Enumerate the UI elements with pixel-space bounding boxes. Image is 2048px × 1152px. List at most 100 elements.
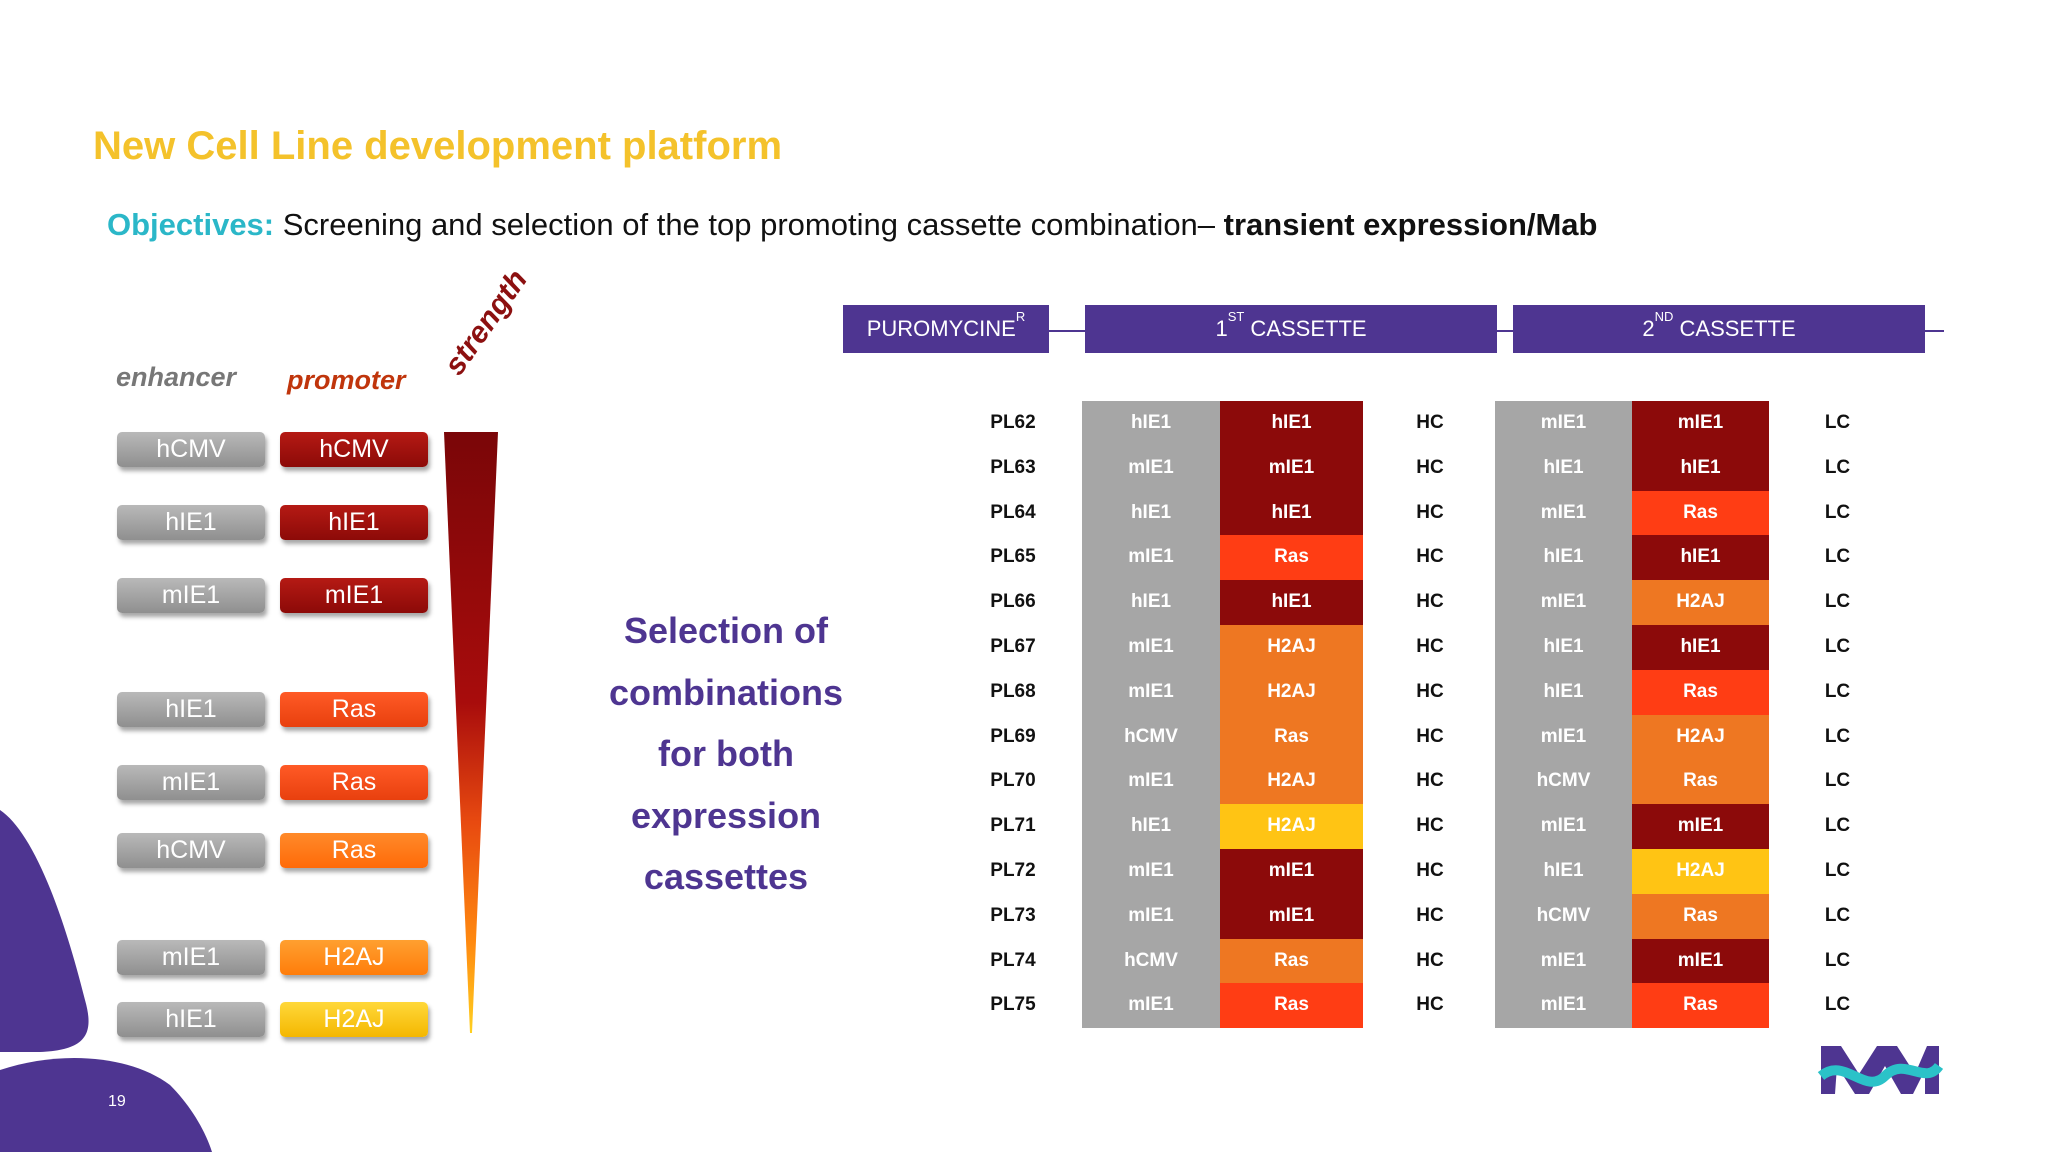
enhancer-2-cell: hIE1: [1495, 445, 1632, 491]
table-row: PL68 mIE1 H2AJ HC hIE1 Ras LC: [0, 669, 2048, 715]
promoter-pill: H2AJ: [280, 1002, 428, 1037]
table-row: PL74 hCMV Ras HC mIE1 mIE1 LC: [0, 938, 2048, 984]
cassette-1-bar: 1ST CASSETTE: [1085, 305, 1497, 353]
enhancer-1-cell: mIE1: [1082, 983, 1220, 1029]
promoter-pill: hCMV: [280, 432, 428, 467]
promoter-2-cell: Ras: [1632, 983, 1769, 1029]
plasmid-id: PL73: [990, 904, 1036, 926]
plasmid-id: PL70: [990, 770, 1036, 792]
chain-1-cell: HC: [1416, 636, 1444, 657]
chain-1-cell: HC: [1416, 949, 1444, 971]
chain-1-cell: HC: [1416, 456, 1444, 478]
plasmid-id: PL65: [990, 546, 1036, 568]
promoter-pill: Ras: [280, 765, 428, 800]
selection-text: Selection of combinations for both expressi…: [578, 600, 874, 908]
enhancer-2-cell: mIE1: [1495, 580, 1632, 625]
promoter-pill: Ras: [280, 833, 428, 868]
promoter-1-cell: H2AJ: [1220, 804, 1363, 849]
enhancer-pill: mIE1: [117, 940, 265, 975]
enhancer-1-cell: hIE1: [1082, 490, 1220, 536]
plasmid-id: PL75: [990, 994, 1036, 1016]
enhancer-pill: hIE1: [117, 1002, 265, 1037]
promoter-2-cell: mIE1: [1632, 804, 1769, 849]
puromycine-bar: PUROMYCINER: [843, 305, 1049, 353]
cassette-1-num: 1: [1215, 316, 1228, 341]
chain-1-cell: HC: [1416, 412, 1444, 433]
promoter-2-cell: H2AJ: [1632, 714, 1769, 760]
chain-1-cell: HC: [1416, 591, 1444, 613]
enhancer-pill: hCMV: [117, 432, 265, 467]
chain-2-cell: LC: [1824, 456, 1851, 478]
cassette-1-text: CASSETTE: [1244, 316, 1367, 341]
plasmid-id: PL68: [990, 680, 1036, 702]
chain-1-cell: HC: [1416, 546, 1444, 568]
cassette-2-num: 2: [1642, 316, 1655, 341]
enhancer-2-cell: mIE1: [1495, 490, 1632, 536]
promoter-2-cell: hIE1: [1632, 535, 1769, 581]
table-row: PL71 hIE1 H2AJ HC mIE1 mIE1 LC: [0, 804, 2048, 849]
objectives-text: Screening and selection of the top promo…: [274, 207, 1224, 242]
promoter-2-cell: hIE1: [1632, 625, 1769, 670]
objectives: Objectives: Screening and selection of t…: [107, 207, 1598, 243]
promoter-pill: H2AJ: [280, 940, 428, 975]
enhancer-pill: mIE1: [117, 765, 265, 800]
promoter-2-cell: H2AJ: [1632, 849, 1769, 894]
cassette-2-bar: 2ND CASSETTE: [1513, 305, 1925, 353]
promoter-1-cell: Ras: [1220, 714, 1363, 760]
chain-1-cell: HC: [1416, 860, 1444, 881]
chain-1-cell: HC: [1416, 770, 1444, 792]
promoter-1-cell: Ras: [1220, 535, 1363, 581]
selection-line: for both: [658, 733, 794, 774]
objectives-label: Objectives:: [107, 207, 275, 242]
objectives-bold: transient expression/Mab: [1223, 207, 1598, 242]
cassette-1-sup: ST: [1227, 309, 1245, 324]
promoter-pill: hIE1: [280, 505, 428, 540]
promoter-1-cell: Ras: [1220, 983, 1363, 1029]
strength-gradient-wedge: [444, 432, 498, 1033]
selection-line: expression: [630, 794, 822, 836]
puromycine-text: PUROMYCINE: [866, 316, 1016, 341]
page-number: 19: [108, 1093, 126, 1110]
promoter-2-cell: H2AJ: [1632, 580, 1769, 625]
enhancer-pill: mIE1: [117, 578, 265, 613]
connector-line: [1045, 330, 1085, 332]
chain-2-cell: LC: [1824, 994, 1851, 1016]
promoter-1-cell: Ras: [1220, 938, 1363, 984]
table-row: PL63 mIE1 mIE1 HC hIE1 hIE1 LC: [0, 445, 2048, 491]
table-row: PL67 mIE1 H2AJ HC hIE1 hIE1 LC: [0, 625, 2048, 670]
chain-1-cell: HC: [1416, 994, 1444, 1016]
chain-2-cell: LC: [1824, 680, 1851, 702]
chain-2-cell: LC: [1824, 501, 1851, 523]
table-row: PL75 mIE1 Ras HC mIE1 Ras LC: [0, 983, 2048, 1029]
enhancer-1-cell: mIE1: [1082, 759, 1220, 805]
table-row: PL65 mIE1 Ras HC hIE1 hIE1 LC: [0, 535, 2048, 581]
chain-2-cell: LC: [1824, 546, 1851, 568]
enhancer-2-cell: hIE1: [1495, 625, 1632, 670]
chain-1-cell: HC: [1416, 680, 1444, 702]
chain-2-cell: LC: [1824, 412, 1851, 433]
promoter-2-cell: hIE1: [1632, 445, 1769, 491]
plasmid-id: PL71: [990, 815, 1036, 837]
plasmid-id: PL62: [990, 412, 1036, 433]
page-title: New Cell Line development platform: [93, 124, 783, 168]
selection-line: Selection of: [623, 610, 829, 651]
promoter-1-cell: hIE1: [1220, 580, 1363, 625]
enhancer-1-cell: mIE1: [1082, 625, 1220, 670]
table-row: PL69 hCMV Ras HC mIE1 H2AJ LC: [0, 714, 2048, 760]
selection-line: cassettes: [643, 856, 809, 897]
table-row: PL66 hIE1 hIE1 HC mIE1 H2AJ LC: [0, 580, 2048, 625]
enhancer-2-cell: hIE1: [1495, 849, 1632, 894]
enhancer-1-cell: hIE1: [1082, 804, 1220, 849]
enhancer-header: enhancer: [116, 362, 237, 392]
promoter-pill: Ras: [280, 692, 428, 727]
table-row: PL73 mIE1 mIE1 HC hCMV Ras LC: [0, 893, 2048, 939]
enhancer-2-cell: mIE1: [1495, 401, 1632, 446]
enhancer-1-cell: hCMV: [1082, 714, 1220, 760]
cassette-2-sup: ND: [1654, 309, 1674, 324]
enhancer-2-cell: mIE1: [1495, 938, 1632, 984]
enhancer-2-cell: hCMV: [1495, 893, 1632, 939]
enhancer-1-cell: mIE1: [1082, 893, 1220, 939]
promoter-2-cell: Ras: [1632, 759, 1769, 805]
table-row: PL64 hIE1 hIE1 HC mIE1 Ras LC: [0, 490, 2048, 536]
